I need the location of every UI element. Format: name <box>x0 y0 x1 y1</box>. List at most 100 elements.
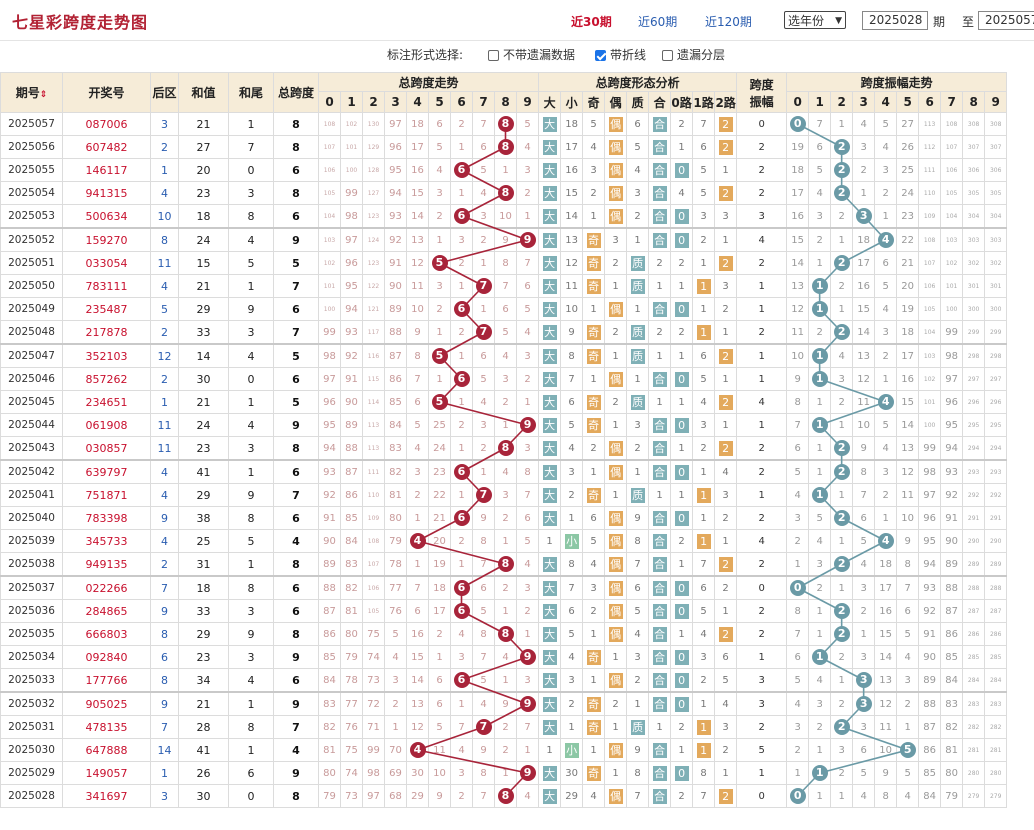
amp-ball: 2 <box>833 556 850 572</box>
amp-omission-cell: 1 <box>786 761 810 785</box>
span-cell: 8 <box>273 436 319 461</box>
amp-omission-cell: 27 <box>896 112 920 136</box>
table-row: 2025033 177766 8 34 4 6 84 78 73 3 14 6 6 5 1 3 大 3 1 偶 2 合 0 2… <box>0 668 1008 693</box>
omission-cell: 86 <box>340 483 363 507</box>
period-link-60[interactable]: 近60期 <box>638 15 678 29</box>
shape-omission-cell: 1 <box>714 367 738 391</box>
shape-tag: 大 <box>542 719 557 735</box>
shape-tag: 质 <box>630 394 645 410</box>
amp-ball: 1 <box>811 487 828 503</box>
issue-cell: 2025047 <box>0 343 63 368</box>
shape-tag-cell: 偶 <box>604 297 628 321</box>
period-link-30[interactable]: 近30期 <box>571 15 612 29</box>
sum-cell: 34 <box>178 668 229 693</box>
amp-omission-cell: 4 <box>808 529 832 553</box>
sort-icon[interactable]: ⇕ <box>39 90 48 100</box>
amp-cell: 1 <box>736 367 788 391</box>
shape-tag: 奇 <box>586 719 601 735</box>
omission-cell: 4 <box>472 691 495 716</box>
amp-omission-cell: 11 <box>874 715 898 739</box>
checkbox-icon[interactable] <box>662 50 673 61</box>
shape-omission-cell: 7 <box>626 784 650 808</box>
issue-cell: 2025046 <box>0 367 63 391</box>
checkbox-icon[interactable] <box>488 50 499 61</box>
span-cell: 7 <box>273 320 319 345</box>
tail-cell: 0 <box>228 158 274 182</box>
shape-omission-cell: 6 <box>692 575 716 600</box>
omission-cell: 9 <box>428 784 451 808</box>
to-issue-input[interactable]: 20250571 <box>978 11 1034 30</box>
shape-tag: 偶 <box>608 533 623 549</box>
omission-cell: 7 <box>406 367 429 391</box>
shape-omission-cell: 2 <box>670 784 694 808</box>
shape-omission-cell: 2 <box>604 390 628 414</box>
period-link-120[interactable]: 近120期 <box>705 15 752 29</box>
shape-omission-cell: 1 <box>648 274 672 298</box>
amp-cell: 2 <box>736 135 788 159</box>
omission-cell: 1 <box>494 761 517 785</box>
span-cell: 6 <box>273 506 319 530</box>
shape-tag-cell: 0 <box>670 691 694 716</box>
shape-tag-cell: 合 <box>648 552 672 577</box>
shape-tag-cell: 大 <box>538 622 562 646</box>
number-cell: 234651 <box>62 390 151 414</box>
span-ball: 9 <box>519 765 536 781</box>
shape-tag: 1 <box>696 324 711 340</box>
table-row: 2025032 905025 9 21 1 9 83 77 72 2 13 6 1 4 9 9 大 2 奇 2 1 合 0 1… <box>0 691 1008 716</box>
option-no-omission[interactable]: 不带遗漏数据 <box>488 46 575 64</box>
shape-tag: 大 <box>542 672 557 688</box>
omission-cell: 79 <box>384 529 407 553</box>
issue-cell: 2025033 <box>0 668 63 693</box>
option-with-line[interactable]: 带折线 <box>595 46 646 64</box>
omission-cell: 79 <box>318 784 341 808</box>
shape-tag: 偶 <box>608 556 623 572</box>
amp-omission-cell: 4 <box>808 181 832 205</box>
year-select[interactable]: 选年份 ▼ <box>784 11 846 29</box>
omission-cell: 70 <box>384 738 407 762</box>
amp-omission-cell: 2 <box>830 390 854 414</box>
amp-omission-cell: 281 <box>962 738 986 762</box>
amp-cell: 2 <box>736 320 788 345</box>
shape-tag-cell: 合 <box>648 668 672 693</box>
shape-tag-cell: 偶 <box>604 158 628 182</box>
shape-omission-cell: 1 <box>692 251 716 275</box>
checkbox-checked-icon[interactable] <box>595 50 606 61</box>
omission-cell: 4 <box>515 320 540 345</box>
amp-omission-cell: 17 <box>786 181 810 205</box>
amp-ball-cell: 4 <box>874 529 898 553</box>
omission-cell: 2 <box>428 297 451 321</box>
back-cell: 8 <box>150 622 179 646</box>
shape-omission-cell: 2 <box>670 529 694 553</box>
amp-omission-cell: 3 <box>830 738 854 762</box>
amp-omission-cell: 1 <box>830 227 854 252</box>
back-cell: 14 <box>150 738 179 762</box>
shape-tag-cell: 奇 <box>582 761 606 785</box>
shape-tag: 奇 <box>586 487 601 503</box>
tail-cell: 4 <box>228 413 274 437</box>
amp-omission-cell: 3 <box>852 575 876 600</box>
amp-omission-cell: 3 <box>786 715 810 739</box>
omission-cell: 3 <box>384 668 407 693</box>
table-row: 2025057 087006 3 21 1 8 108 102 130 97 18 6 2 7 8 5 大 18 5… <box>0 112 1008 136</box>
header-issue[interactable]: 期号⇕ <box>0 72 63 113</box>
shape-tag-cell: 奇 <box>582 274 606 298</box>
shape-tag-cell: 小 <box>560 529 584 553</box>
sum-cell: 26 <box>178 761 229 785</box>
amp-omission-cell: 13 <box>786 274 810 298</box>
omission-cell: 4 <box>472 181 495 205</box>
shape-tag-cell: 0 <box>670 761 694 785</box>
back-cell: 7 <box>150 575 179 600</box>
span-ball: 8 <box>497 788 514 804</box>
omission-cell: 30 <box>406 761 429 785</box>
omission-cell: 2 <box>450 529 473 553</box>
amp-ball: 2 <box>833 324 850 340</box>
shape-omission-cell: 1 <box>538 738 562 762</box>
shape-omission-cell: 2 <box>582 181 606 205</box>
omission-cell: 2 <box>450 251 473 275</box>
omission-cell: 100 <box>340 158 363 182</box>
omission-cell: 90 <box>340 390 363 414</box>
shape-tag: 1 <box>696 278 711 294</box>
option-layered[interactable]: 遗漏分层 <box>662 46 725 64</box>
from-issue-input[interactable]: 2025028 <box>862 11 928 30</box>
amp-omission-cell: 90 <box>940 529 964 553</box>
